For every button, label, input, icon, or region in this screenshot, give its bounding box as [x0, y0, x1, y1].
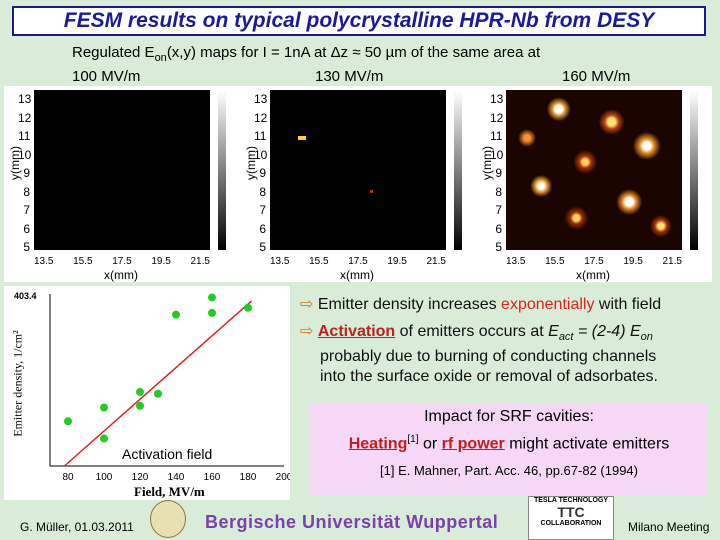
- data-point: [244, 303, 252, 312]
- map-title-130: 130 MV/m: [315, 68, 384, 85]
- subtitle: Regulated Eon(x,y) maps for I = 1nA at Δ…: [72, 44, 540, 64]
- map-130-spot: [370, 190, 373, 193]
- x-tick-label: 160: [204, 472, 221, 483]
- impact-heading: Impact for SRF cavities:: [424, 408, 594, 425]
- data-point: [154, 389, 162, 398]
- x-tick-label: 180: [240, 472, 257, 483]
- university-name: Bergische Universität Wuppertal: [205, 512, 499, 532]
- map-100-xticks: 13.5 15.5 17.5 19.5 21.5: [34, 256, 210, 267]
- map-100: 13 12 11 10 9 8 7 6 5 y(mm) 13.5 15.5 17.5 19.5 21.5…: [4, 86, 240, 282]
- map-100-ylabel: y(mm): [7, 146, 22, 180]
- chart-xlabel: Field, MV/m: [134, 484, 205, 499]
- map-130-colorbar: [454, 90, 462, 250]
- map-160-colorbar: [690, 90, 698, 250]
- data-point: [100, 403, 108, 412]
- data-point: [208, 293, 216, 302]
- map-160-ylabel: y(mm): [479, 146, 494, 180]
- ttc-logo: TESLA TECHNOLOGY TTC COLLABORATION: [528, 496, 614, 540]
- slide-title: FESM results on typical polycrystalline …: [12, 6, 706, 36]
- map-160: 13 12 11 10 9 8 7 6 5 y(mm) 13.5 15.5 17.5 19.5 21.5…: [476, 86, 712, 282]
- bullet-1: ⇨ Emitter density increases exponentiall…: [300, 296, 662, 313]
- data-point: [136, 401, 144, 410]
- arrow-icon: ⇨: [300, 296, 314, 313]
- data-point: [172, 310, 180, 319]
- subtitle-sub: on: [154, 52, 167, 64]
- bullet-2: ⇨ Activation of emitters occurs at Eact …: [300, 323, 658, 386]
- map-130-image: [270, 90, 446, 250]
- data-point: [136, 388, 144, 397]
- map-title-160: 160 MV/m: [562, 68, 631, 85]
- x-tick-label: 100: [96, 472, 113, 483]
- map-160-xlabel: x(mm): [576, 268, 610, 282]
- meeting-name: Milano Meeting: [628, 520, 710, 534]
- map-130-xticks: 13.5 15.5 17.5 19.5 21.5: [270, 256, 446, 267]
- emitter-density-chart: 80 100 120 140 160 180 200 403.4 Emitter densi…: [4, 286, 293, 500]
- chart-svg: 80 100 120 140 160 180 200: [49, 293, 293, 483]
- data-point: [100, 434, 108, 443]
- map-160-xticks: 13.5 15.5 17.5 19.5 21.5: [506, 256, 682, 267]
- map-130-spot: [298, 136, 306, 140]
- y-top-tick: 403.4: [14, 291, 37, 301]
- map-160-image: [506, 90, 682, 250]
- data-point: [208, 308, 216, 317]
- map-100-colorbar: [218, 90, 226, 250]
- map-100-yticks: 13 12 11 10 9 8 7 6 5: [18, 92, 32, 254]
- x-tick-label: 140: [168, 472, 185, 483]
- x-tick-label: 120: [132, 472, 149, 483]
- fit-line: [63, 300, 253, 467]
- map-160-yticks: 13 12 11 10 9 8 7 6 5: [490, 92, 504, 254]
- author-date: G. Müller, 01.03.2011: [20, 520, 134, 534]
- activation-field-label: Activation field: [122, 446, 213, 462]
- impact-box: Impact for SRF cavities: Heating[1] or r…: [310, 404, 708, 496]
- map-130-yticks: 13 12 11 10 9 8 7 6 5: [254, 92, 268, 254]
- x-tick-label: 80: [62, 472, 74, 483]
- map-130-ylabel: y(mm): [243, 146, 258, 180]
- arrow-icon: ⇨: [300, 323, 314, 340]
- x-tick-label: 200: [276, 472, 290, 483]
- subtitle-rest: (x,y) maps for I = 1nA at Δz ≈ 50 µm of …: [166, 44, 541, 61]
- university-seal-icon: [150, 500, 186, 538]
- subtitle-prefix: Regulated E: [72, 44, 155, 61]
- chart-ylabel: Emitter density, 1/cm²: [10, 330, 25, 437]
- impact-reference: [1] E. Mahner, Part. Acc. 46, pp.67-82 (…: [380, 463, 638, 479]
- map-130-xlabel: x(mm): [340, 268, 374, 282]
- map-100-image: [34, 90, 210, 250]
- map-100-xlabel: x(mm): [104, 268, 138, 282]
- data-point: [64, 417, 72, 426]
- impact-line: Heating[1] or rf power might activate em…: [348, 434, 670, 453]
- map-130: 13 12 11 10 9 8 7 6 5 y(mm) 13.5 15.5 17.5 19.5 21.5…: [240, 86, 476, 282]
- map-title-100: 100 MV/m: [72, 68, 141, 85]
